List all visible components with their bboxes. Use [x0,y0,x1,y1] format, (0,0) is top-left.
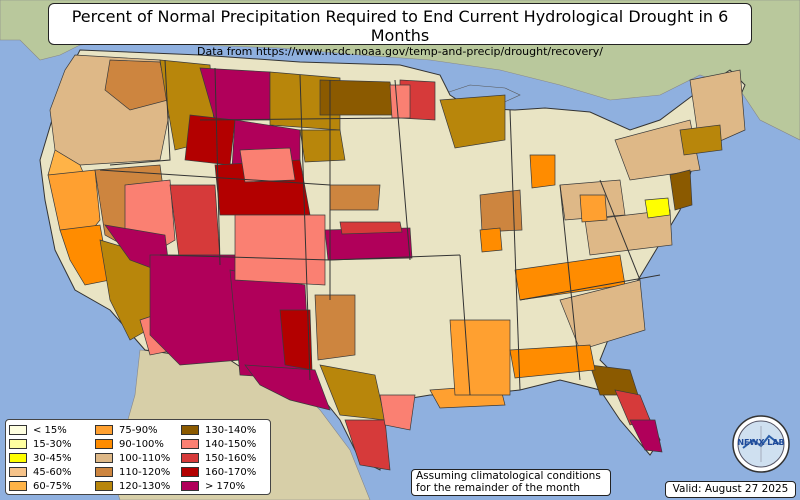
region-ca-central [59,224,111,286]
legend-label: > 170% [205,480,246,492]
region-pa-ny [614,119,701,181]
legend-swatch [181,467,199,477]
legend-swatch [95,453,113,463]
state-borders [99,59,661,396]
legend-label: 15-30% [33,438,72,450]
legend-item: 15-30% [9,437,95,451]
legend-label: 160-170% [205,466,257,478]
valid-date: Valid: August 27 2025 [665,481,796,498]
legend-item: 45-60% [9,465,95,479]
region-ga-sc [559,279,646,351]
legend-label: 150-160% [205,452,257,464]
legend-item: 120-130% [95,479,181,493]
legend-label: 140-150% [205,438,257,450]
region-mi [529,154,556,189]
region-tx-se [379,394,416,431]
legend-swatch [181,439,199,449]
region-ohio-valley [579,194,608,223]
newx-lab-logo: NEWX LAB [732,415,790,473]
legend-item: 90-100% [95,437,181,451]
legend-item: 140-150% [181,437,267,451]
note-line-1: Assuming climatological conditions [416,470,601,482]
legend-label: 30-45% [33,452,72,464]
region-co-pink [239,147,296,183]
region-wa-central [104,59,169,111]
region-tx-south [344,419,391,471]
legend-swatch [95,425,113,435]
region-ne [329,184,381,211]
legend-swatch [181,453,199,463]
region-va [584,209,673,256]
region-tx-pan [314,294,356,361]
legend-swatch [9,481,27,491]
legend-swatch [9,425,27,435]
region-ks-red [339,221,403,235]
legend-item: 30-45% [9,451,95,465]
region-nd [319,79,396,116]
legend-item: 160-170% [181,465,267,479]
legend-label: 110-120% [119,466,171,478]
legend-label: 90-100% [119,438,164,450]
legend-item: > 170% [181,479,267,493]
region-mn-pink [389,84,411,119]
legend-item: 150-160% [181,451,267,465]
legend-label: 100-110% [119,452,171,464]
legend-label: 45-60% [33,466,72,478]
region-sd [299,129,346,163]
drought-regions [47,54,746,471]
legend-label: 75-90% [119,424,158,436]
legend-item: 75-90% [95,423,181,437]
region-il [479,189,523,233]
climatology-note: Assuming climatological conditions for t… [411,469,611,496]
region-ne-coast [669,169,693,211]
region-nm-red [279,309,313,371]
legend-item: 100-110% [95,451,181,465]
region-wy [184,114,236,166]
legend-label: 60-75% [33,480,72,492]
region-az [149,254,241,366]
legend-swatch [95,481,113,491]
title-box: Percent of Normal Precipitation Required… [48,3,752,58]
region-ma [679,124,723,156]
legend-label: < 15% [33,424,67,436]
legend-swatch [95,467,113,477]
legend-grid: < 15% 15-30% 30-45% 45-60% 60-75% 75-90% 90-10… [9,423,267,493]
note-line-2: for the remainder of the month [416,482,581,494]
region-md [644,197,671,219]
region-wi [439,94,506,149]
region-gulf-coast [509,344,596,379]
region-in [479,227,503,253]
legend-label: 120-130% [119,480,171,492]
legend-swatch [9,453,27,463]
map-title: Percent of Normal Precipitation Required… [71,7,729,45]
legend-item: < 15% [9,423,95,437]
legend: < 15% 15-30% 30-45% 45-60% 60-75% 75-90% 90-10… [5,419,271,495]
map-subtitle: Data from https://www.ncdc.noaa.gov/temp… [197,45,603,58]
logo-text: NEWX LAB [737,438,784,447]
region-ms-al [449,319,511,396]
legend-swatch [9,467,27,477]
legend-item: 130-140% [181,423,267,437]
legend-item: 60-75% [9,479,95,493]
region-tx-west [244,364,331,411]
legend-item: 110-120% [95,465,181,479]
legend-label: 130-140% [205,424,257,436]
legend-swatch [95,439,113,449]
legend-swatch [181,481,199,491]
region-nm-north [234,214,326,286]
region-fl-s [629,419,663,453]
legend-swatch [181,425,199,435]
legend-swatch [9,439,27,449]
